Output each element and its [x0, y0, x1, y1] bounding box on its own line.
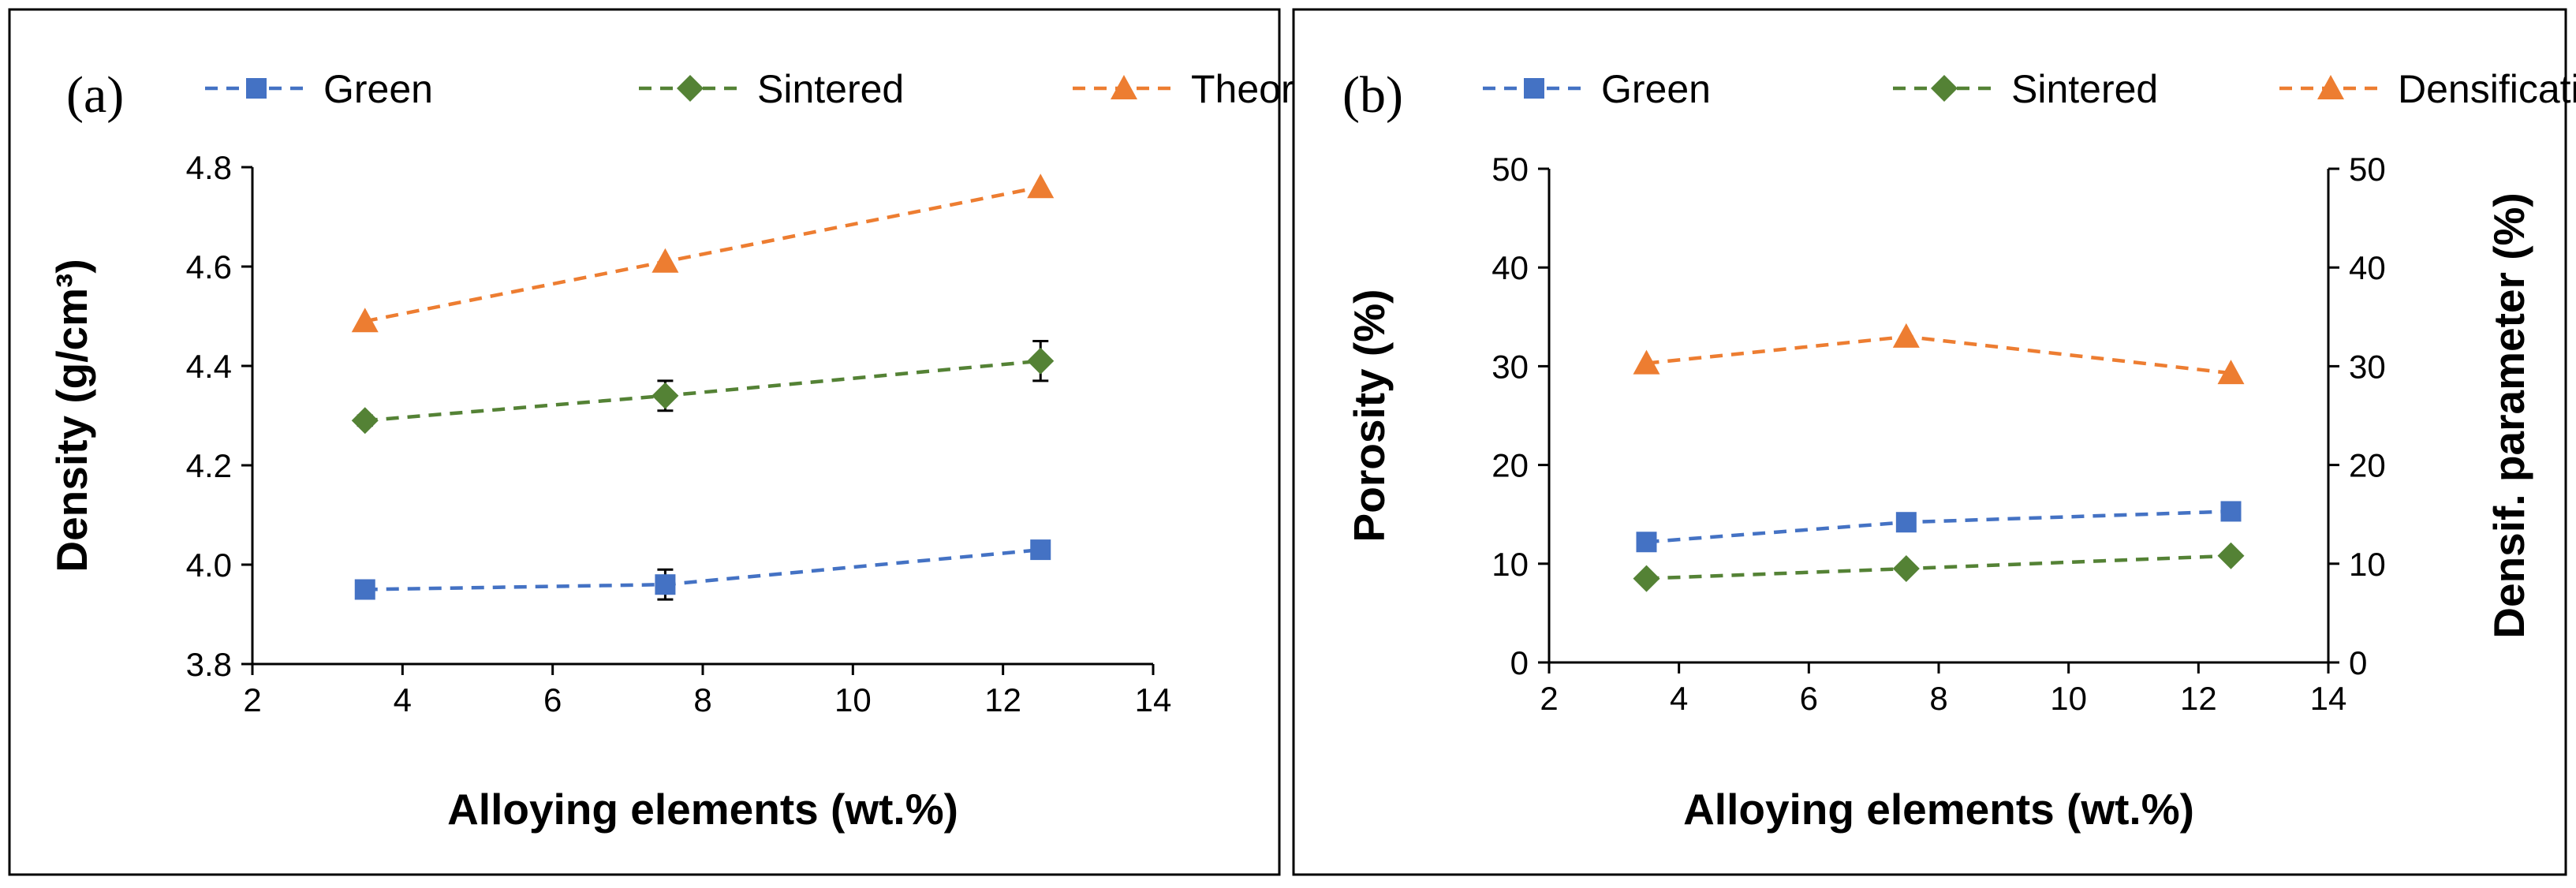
panel-b-x-tick-label: 6 [1800, 680, 1818, 717]
panel-b-frame [1292, 8, 2567, 876]
panel-a-green-point [354, 579, 375, 600]
panel-b-label: (b) [1342, 66, 1403, 124]
panel-b-x-tick-label: 10 [2050, 680, 2087, 717]
panel-a-x-tick-label: 14 [1135, 681, 1172, 718]
panel-b-x-tick-label: 14 [2310, 680, 2347, 717]
panel-b-legend-label: Densification [2398, 67, 2576, 111]
panel-b-densification-point [2217, 360, 2245, 385]
panel-b-y2-tick-label: 40 [2349, 249, 2386, 286]
panel-a-x-tick-label: 12 [984, 681, 1021, 718]
panel-b-legend-item-green: Green [1483, 67, 1711, 111]
panel-b-y-tick-label: 30 [1491, 348, 1529, 385]
panel-a-legend-item-green: Green [205, 67, 433, 111]
panel-b-x-tick-label: 8 [1929, 680, 1947, 717]
panel-a-sintered-point [651, 382, 679, 409]
panel-b-x-tick-label: 2 [1540, 680, 1558, 717]
panel-b-x-tick-label: 12 [2180, 680, 2217, 717]
panel-a-green-point [1030, 539, 1051, 561]
panel-a-y-tick-label: 4.2 [186, 447, 232, 484]
panel-b-x-axis-title: Alloying elements (wt.%) [1683, 785, 2194, 834]
panel-b-green-point [1636, 532, 1657, 553]
panel-b-densification-point [1633, 349, 1660, 375]
panel-a-series-green [354, 539, 1051, 601]
panel-b-porosity-chart: (b) Green Sintered Densification 2 4 6 8 10 12 1… [1292, 8, 2576, 876]
panel-a-y-tick-label: 4.4 [186, 348, 232, 385]
panel-a-series-theoretical [351, 173, 1055, 333]
panel-a-density-chart: (a) Green Sintered Theoretical 2 4 6 8 10 12 143… [8, 8, 1386, 876]
panel-b-series-sintered [1633, 542, 2245, 592]
panel-b-y-tick-label: 40 [1491, 249, 1529, 286]
panel-b-densification-point [1892, 323, 1920, 348]
panel-a-series [351, 173, 1055, 601]
panel-a-legend-marker [1111, 75, 1137, 99]
panel-a-x-tick-label: 2 [243, 681, 261, 718]
panel-a-theoretical-point [351, 308, 379, 333]
panel-b-sintered-point [1892, 555, 1920, 583]
panel-a-x-axis-title: Alloying elements (wt.%) [447, 785, 958, 834]
panel-b-series-green [1636, 501, 2242, 553]
panel-b-series [1633, 323, 2245, 592]
panel-a-sintered-point [351, 407, 379, 435]
panel-b-y2-axis-title: Densif. parameter (%) [2485, 192, 2533, 638]
panel-b-legend-marker [2317, 75, 2344, 99]
panel-b-legend-item-sintered: Sintered [1893, 67, 2158, 111]
panel-a-legend: Green Sintered Theoretical [205, 67, 1386, 111]
panel-a-green-point [655, 574, 676, 595]
panel-b-y2-tick-label: 50 [2349, 151, 2386, 188]
panel-a-label: (a) [66, 66, 124, 124]
panel-b-y-tick-label: 50 [1491, 151, 1529, 188]
panel-a-legend-label: Green [323, 67, 433, 111]
panel-a-x-tick-label: 4 [394, 681, 412, 718]
panel-b-legend-label: Sintered [2011, 67, 2158, 111]
panel-b-y2-tick-label: 0 [2349, 644, 2367, 681]
panel-a-legend-item-sintered: Sintered [639, 67, 904, 111]
panel-b-sintered-point [1633, 565, 1660, 592]
panel-b-green-point [1895, 512, 1917, 533]
panel-b-y-axis-title: Porosity (%) [1345, 289, 1394, 543]
panel-b-legend-label: Green [1601, 67, 1711, 111]
panel-b-legend: Green Sintered Densification [1483, 67, 2576, 111]
panel-a-y-tick-label: 4.8 [186, 149, 232, 186]
panel-b-x-tick-label: 4 [1670, 680, 1688, 717]
panel-a-y-tick-label: 4.6 [186, 248, 232, 285]
panel-b-y2-tick-label: 10 [2349, 546, 2386, 583]
panel-a-frame [8, 8, 1281, 876]
panel-a-legend-marker [246, 78, 267, 99]
panel-a-y-tick-label: 4.0 [186, 547, 232, 584]
panel-a-theoretical-point [651, 248, 679, 273]
panel-a-legend-marker [677, 75, 704, 102]
panel-b-series-densification [1633, 323, 2245, 385]
panel-a-series-sintered [351, 340, 1055, 435]
panel-b-y-tick-label: 0 [1510, 644, 1529, 681]
panel-b-y-tick-label: 10 [1491, 546, 1529, 583]
panel-a-x-tick-label: 6 [543, 681, 562, 718]
panel-b-legend-marker [1524, 78, 1544, 99]
panel-a-theoretical-point [1027, 173, 1055, 199]
panel-a-y-tick-label: 3.8 [186, 646, 232, 683]
panel-a-sintered-point [1027, 347, 1055, 375]
panel-b-y-tick-label: 20 [1491, 447, 1529, 484]
panel-b-sintered-point [2217, 542, 2245, 569]
panel-a-x-tick-label: 10 [834, 681, 872, 718]
panel-a-legend-label: Sintered [757, 67, 904, 111]
panel-b-legend-marker [1931, 75, 1958, 102]
panel-a-x-tick-label: 8 [693, 681, 711, 718]
panel-b-green-point [2220, 501, 2242, 522]
panel-b-y2-tick-label: 30 [2349, 348, 2386, 385]
panel-b-legend-item-densification: Densification [2279, 67, 2576, 111]
panel-a-y-axis-title: Density (g/cm³) [47, 259, 96, 572]
panel-a-ticks: 2 4 6 8 10 12 14 3.8 4.0 4.2 4.4 4.6 4.8 [186, 149, 1172, 718]
panel-b-y2-tick-label: 20 [2349, 447, 2386, 484]
